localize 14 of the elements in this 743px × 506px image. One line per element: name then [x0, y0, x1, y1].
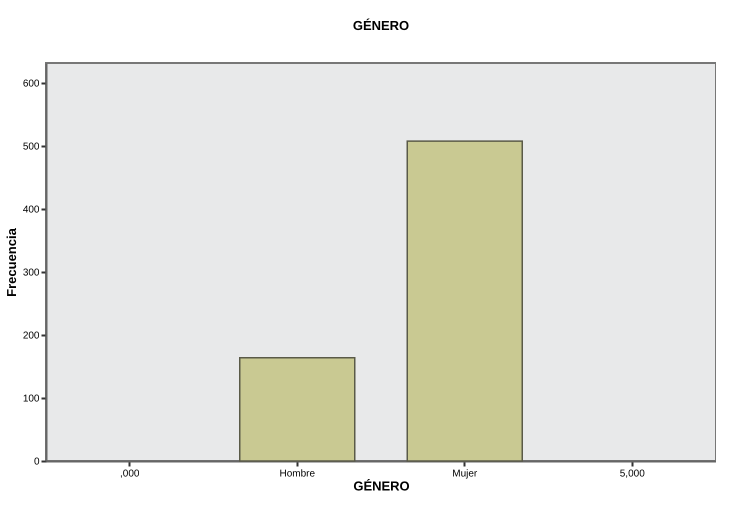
x-tick-label: ,000	[120, 468, 140, 480]
chart-title: GÉNERO	[352, 18, 410, 33]
x-tick-label: Hombre	[279, 468, 316, 480]
x-tick-label: Mujer	[452, 468, 478, 480]
y-tick-label: 0	[34, 456, 40, 468]
x-axis-title: GÉNERO	[353, 478, 410, 494]
y-axis-title: Frecuencia	[4, 227, 19, 297]
y-tick-label: 500	[22, 142, 40, 153]
y-tick-label: 100	[22, 394, 40, 405]
y-tick-label: 600	[22, 78, 40, 90]
y-tick-label: 300	[22, 268, 40, 279]
y-tick-label: 400	[22, 204, 40, 216]
x-tick-label: 5,000	[620, 468, 646, 480]
y-tick-label: 200	[22, 330, 40, 342]
